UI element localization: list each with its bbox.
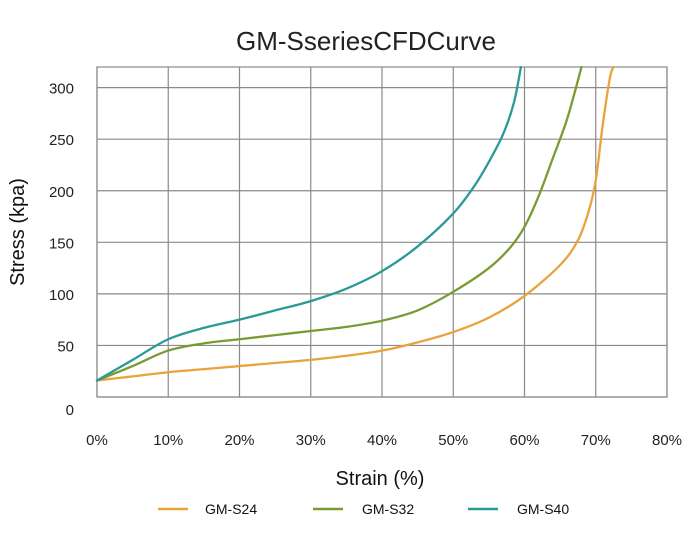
y-tick-label: 0 [66,402,74,419]
x-tick-label: 80% [652,432,682,449]
x-tick-label: 70% [581,432,611,449]
y-tick-label: 250 [49,132,74,149]
legend-label-gm-s40: GM-S40 [517,501,569,517]
y-tick-label: 150 [49,235,74,252]
x-tick-label: 0% [86,432,108,449]
x-axis-label: Strain (%) [336,468,425,490]
legend-label-gm-s32: GM-S32 [362,501,414,517]
series-lines [95,65,615,382]
y-tick-label: 100 [49,287,74,304]
y-tick-label: 300 [49,81,74,98]
y-tick-label: 200 [49,184,74,201]
x-tick-label: 20% [224,432,254,449]
series-line-gm-s40 [95,65,523,382]
x-tick-label: 30% [296,432,326,449]
legend-label-gm-s24: GM-S24 [205,501,257,517]
x-tick-label: 10% [153,432,183,449]
y-axis-ticks: 0 50 100 150 200 250 300 [49,81,74,419]
x-axis-ticks: 0% 10% 20% 30% 40% 50% 60% 70% 80% [86,432,682,449]
y-axis-label: Stress (kpa) [7,178,29,286]
x-tick-label: 40% [367,432,397,449]
series-line-gm-s24 [95,65,615,382]
y-tick-label: 50 [57,338,74,355]
grid [96,66,668,398]
series-line-gm-s32 [95,65,583,382]
x-tick-label: 60% [509,432,539,449]
x-tick-label: 50% [438,432,468,449]
legend: GM-S24 GM-S32 GM-S40 [158,501,569,517]
chart-title: GM-SseriesCFDCurve [236,26,496,56]
